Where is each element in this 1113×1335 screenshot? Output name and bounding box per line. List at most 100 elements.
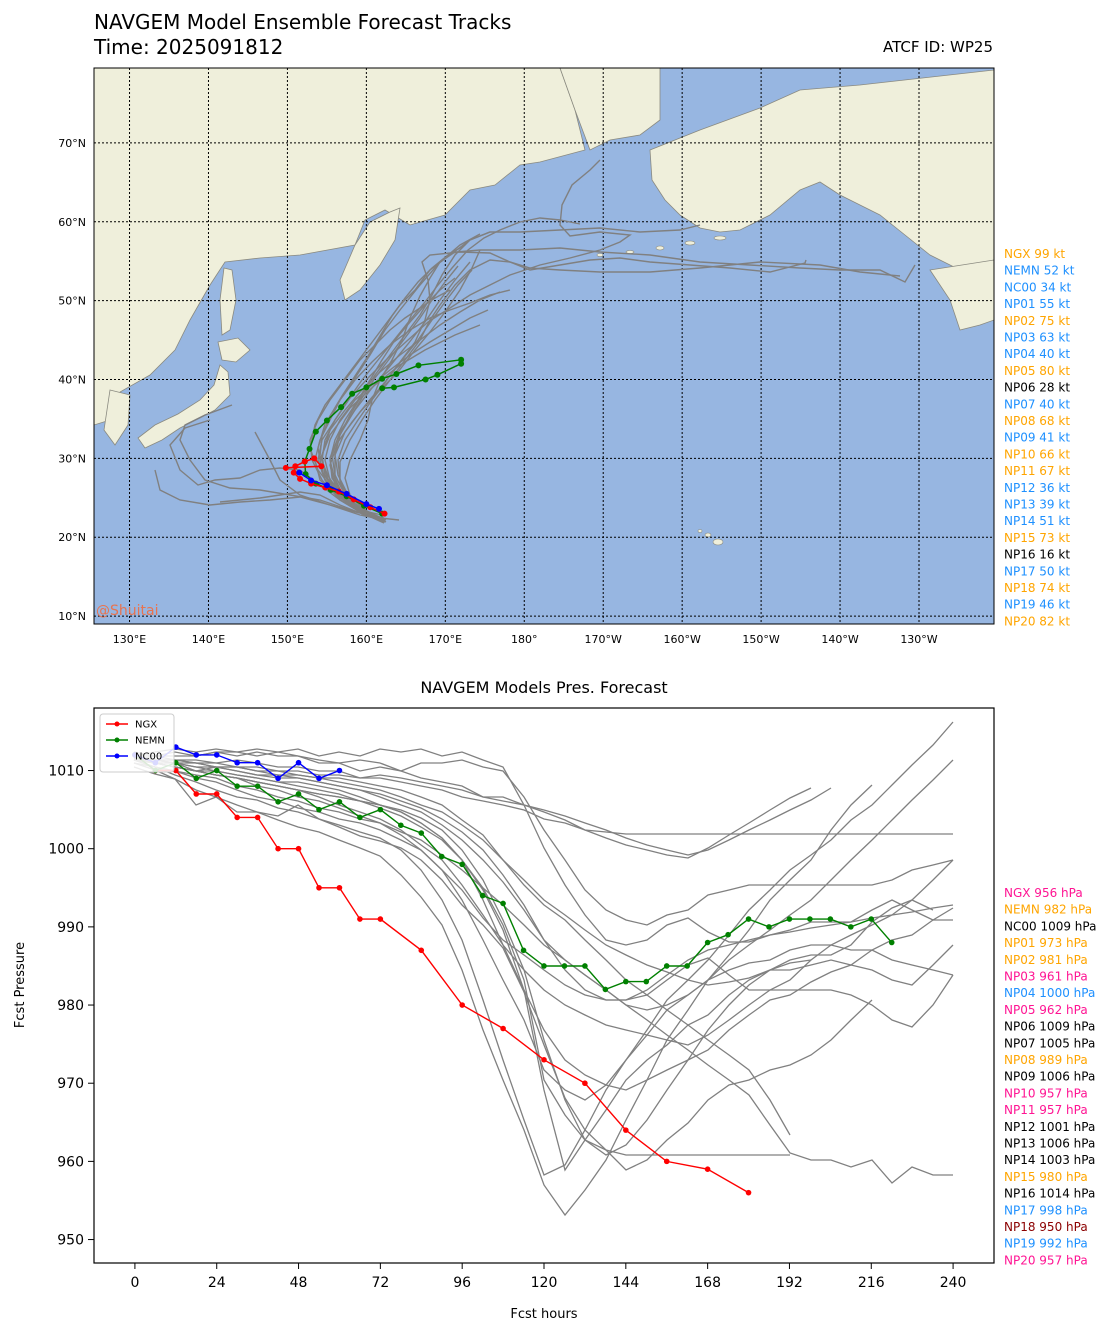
series-point-ngx <box>295 845 302 852</box>
series-point-nemn <box>582 963 588 969</box>
member-track <box>339 259 901 521</box>
wind-label: NP11 67 kt <box>1004 464 1070 478</box>
track-point-nemn <box>306 445 313 452</box>
series-point-nemn <box>479 892 486 899</box>
wind-label: NP02 75 kt <box>1004 314 1070 328</box>
wind-label: NP03 63 kt <box>1004 331 1070 345</box>
series-point-nemn <box>684 963 690 969</box>
pressure-label: NP20 957 hPa <box>1004 1253 1088 1267</box>
pressure-label: NP05 962 hPa <box>1004 1003 1088 1017</box>
map-lat-tick-label: 20°N <box>58 531 86 544</box>
series-point-nc00 <box>316 775 322 782</box>
wind-label: NP05 80 kt <box>1004 364 1070 378</box>
series-point-ngx <box>213 791 220 797</box>
y-tick-label: 960 <box>57 1154 84 1170</box>
land-hokkaido <box>217 337 251 363</box>
member-line <box>133 759 790 1156</box>
member-track <box>319 244 466 521</box>
map-lon-tick-label: 170°E <box>429 633 462 646</box>
series-point-nemn <box>868 916 875 922</box>
wind-label: NP06 28 kt <box>1004 381 1070 395</box>
wind-label: NC00 34 kt <box>1004 280 1071 294</box>
series-point-nemn <box>336 799 343 805</box>
x-tick-label: 120 <box>531 1275 558 1291</box>
series-point-nemn <box>193 775 200 782</box>
wind-label: NP07 40 kt <box>1004 397 1070 411</box>
x-tick-label: 144 <box>612 1275 639 1291</box>
wind-label: NP10 66 kt <box>1004 447 1070 461</box>
land-honshu <box>137 364 231 449</box>
track-point-ngx <box>311 455 318 462</box>
x-tick-label: 48 <box>290 1275 308 1291</box>
track-point-ngx <box>292 463 299 470</box>
map-lon-tick-label: 150°W <box>742 633 779 646</box>
series-point-nc00 <box>336 767 343 774</box>
x-tick-label: 96 <box>453 1275 471 1291</box>
y-tick-label: 980 <box>57 998 84 1014</box>
series-point-ngx <box>500 1025 506 1032</box>
legend-label: NGX <box>135 720 157 731</box>
land-pacific-nw <box>929 259 994 624</box>
series-point-ngx <box>316 884 322 891</box>
series-point-nemn <box>418 830 425 836</box>
series-point-ngx <box>459 1002 465 1008</box>
x-tick-label: 192 <box>776 1275 803 1291</box>
track-point-nc00 <box>323 482 330 489</box>
series-point-nemn <box>234 783 240 789</box>
track-point-nemn <box>458 360 465 367</box>
series-point-nemn <box>786 916 793 922</box>
pressure-label: NP07 1005 hPa <box>1004 1036 1095 1050</box>
pressure-label: NEMN 982 hPa <box>1004 903 1092 917</box>
wind-label: NP18 74 kt <box>1004 581 1070 595</box>
figure-title-block: NAVGEM Model Ensemble Forecast Tracks Ti… <box>94 10 511 60</box>
pressure-label: NP08 989 hPa <box>1004 1053 1088 1067</box>
series-point-nemn <box>438 853 445 860</box>
track-point-nemn <box>338 404 345 411</box>
y-axis-label: Fcst Pressure <box>13 942 28 1028</box>
map-lon-tick-label: 160°W <box>663 633 700 646</box>
track-point-ngx <box>301 458 308 465</box>
wind-label: NP15 73 kt <box>1004 531 1070 545</box>
member-line <box>133 721 954 1176</box>
pressure-label: NP03 961 hPa <box>1004 970 1088 984</box>
figure-title: NAVGEM Model Ensemble Forecast Tracks <box>94 10 512 34</box>
track-point-nemn <box>379 375 386 382</box>
legend-marker <box>114 737 120 743</box>
series-point-nemn <box>295 791 302 797</box>
wind-label: NEMN 52 kt <box>1004 264 1075 278</box>
series-line-nemn <box>134 754 893 991</box>
series-point-nemn <box>766 924 772 930</box>
series-line-ngx <box>134 754 749 1194</box>
series-point-nemn <box>459 861 465 868</box>
series-point-nemn <box>888 939 895 946</box>
map-lon-tick-label: 130°W <box>900 633 937 646</box>
x-axis-label: Fcst hours <box>510 1307 577 1322</box>
wind-label: NP08 68 kt <box>1004 414 1070 428</box>
pressure-label: NP18 950 hPa <box>1004 1220 1088 1234</box>
y-tick-label: 1010 <box>48 764 84 780</box>
series-point-ngx <box>275 845 281 852</box>
series-point-nemn <box>602 986 609 993</box>
track-point-ngx <box>381 510 388 517</box>
map-lat-tick-label: 40°N <box>58 374 86 387</box>
pressure-label: NP10 957 hPa <box>1004 1086 1088 1100</box>
member-line <box>133 751 954 926</box>
pressure-chart: NAVGEM Models Pres. Forecast 0 24 48 72 96 12… <box>13 678 1096 1322</box>
track-point-ngx <box>318 463 325 470</box>
wind-label: NP13 39 kt <box>1004 498 1070 512</box>
pressure-label: NP16 1014 hPa <box>1004 1187 1095 1201</box>
map-lon-tick-label: 160°E <box>350 633 383 646</box>
series-point-nemn <box>500 900 506 907</box>
legend-marker <box>114 721 120 727</box>
track-point-nemn <box>349 390 356 397</box>
wind-label: NGX 99 kt <box>1004 247 1065 261</box>
map-lat-tick-label: 30°N <box>58 452 86 465</box>
map-lat-tick-label: 70°N <box>58 137 86 150</box>
legend: NGX NEMN NC00 <box>99 713 175 773</box>
series-point-nc00 <box>295 759 302 766</box>
track-point-nemn <box>391 384 397 391</box>
wind-label: NP19 46 kt <box>1004 598 1070 612</box>
pressure-label: NP12 1001 hPa <box>1004 1120 1095 1134</box>
land-asia <box>94 68 586 426</box>
member-line <box>133 762 873 1217</box>
